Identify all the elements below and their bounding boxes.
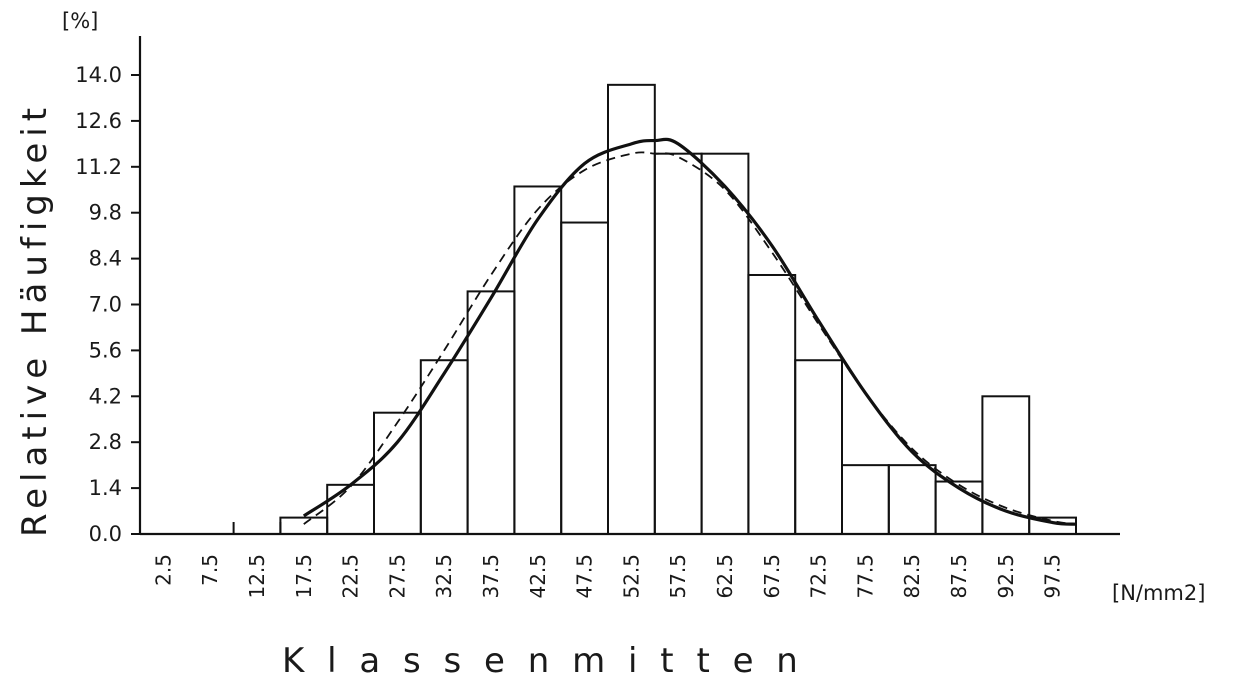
histogram-bar	[373, 411, 422, 536]
x-tick-label: 92.5	[994, 554, 1018, 599]
x-tick-label: 82.5	[900, 554, 924, 599]
x-tick-label: 47.5	[573, 554, 597, 599]
y-tick-label: 14.0	[75, 63, 122, 87]
fitted-curves	[302, 137, 1077, 526]
y-tick-label: 8.4	[89, 247, 122, 271]
x-tick-label: 22.5	[339, 554, 363, 599]
dashed-fit-curve	[303, 151, 1077, 526]
x-tick-label: 72.5	[807, 554, 831, 599]
y-tick-label: 7.0	[89, 293, 122, 317]
histogram-bar	[419, 359, 469, 535]
x-tick-label: 7.5	[198, 554, 222, 586]
y-axis-title: Relative Häufigkeit	[15, 102, 55, 537]
x-tick-label: 12.5	[245, 554, 269, 599]
histogram-bar	[513, 185, 563, 535]
x-tick-label: 52.5	[619, 554, 643, 599]
x-tick-label: 62.5	[713, 554, 737, 599]
histogram-bar	[794, 359, 844, 535]
y-axis-ticks: 0.0 1.4 2.8 4.2 5.6 7.0 8.4 9.8 11.2 12.6 14.0	[75, 63, 140, 546]
y-tick-label: 11.2	[75, 155, 122, 179]
histogram-bar	[326, 483, 376, 536]
histogram-bar	[560, 221, 610, 536]
x-tick-label: 17.5	[292, 554, 316, 599]
histogram-bar	[607, 83, 656, 535]
y-unit-label: [%]	[62, 9, 98, 33]
solid-fit-curve	[302, 137, 1077, 526]
histogram-bar	[841, 464, 890, 535]
x-tick-label: 27.5	[385, 554, 409, 599]
x-axis-ticks: 2.5 7.5 12.5 17.5 22.5 27.5 32.5 37.5 42.5 47.5 52…	[151, 554, 1064, 599]
y-tick-label: 9.8	[89, 201, 122, 225]
x-tick-label: 42.5	[526, 554, 550, 599]
x-tick-label: 87.5	[947, 554, 971, 599]
histogram-bar	[700, 152, 750, 536]
histogram-bars	[232, 83, 1077, 536]
y-tick-label: 4.2	[89, 384, 122, 408]
x-tick-label: 67.5	[760, 554, 784, 599]
histogram-bar	[747, 273, 797, 535]
x-unit-label: [N/mm2]	[1112, 581, 1205, 605]
histogram-bar	[279, 516, 329, 535]
y-tick-label: 12.6	[75, 109, 122, 133]
x-tick-label: 77.5	[853, 554, 877, 599]
y-tick-label: 2.8	[89, 430, 122, 454]
axes	[138, 36, 1120, 536]
x-tick-label: 97.5	[1041, 554, 1065, 599]
y-tick-label: 5.6	[89, 338, 122, 362]
histogram-bar	[887, 464, 937, 535]
x-axis-title: K l a s s e n m i t t e n	[282, 641, 804, 681]
histogram-bar	[653, 152, 703, 536]
y-tick-label: 0.0	[89, 522, 122, 546]
x-tick-label: 32.5	[432, 554, 456, 599]
x-tick-label: 2.5	[151, 554, 175, 586]
x-tick-label: 37.5	[479, 554, 503, 599]
y-tick-label: 1.4	[89, 476, 122, 500]
x-tick-label: 57.5	[666, 554, 690, 599]
histogram-bar	[981, 395, 1031, 535]
